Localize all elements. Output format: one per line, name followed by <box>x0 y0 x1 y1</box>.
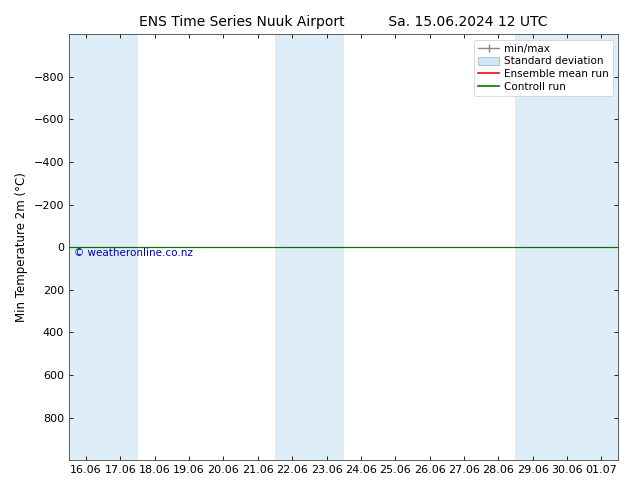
Y-axis label: Min Temperature 2m (°C): Min Temperature 2m (°C) <box>15 172 28 322</box>
Legend: min/max, Standard deviation, Ensemble mean run, Controll run: min/max, Standard deviation, Ensemble me… <box>474 40 613 96</box>
Bar <box>275 34 344 460</box>
Text: © weatheronline.co.nz: © weatheronline.co.nz <box>74 247 193 258</box>
Bar <box>69 34 138 460</box>
Title: ENS Time Series Nuuk Airport          Sa. 15.06.2024 12 UTC: ENS Time Series Nuuk Airport Sa. 15.06.2… <box>139 15 548 29</box>
Bar <box>515 34 584 460</box>
Bar <box>584 34 619 460</box>
